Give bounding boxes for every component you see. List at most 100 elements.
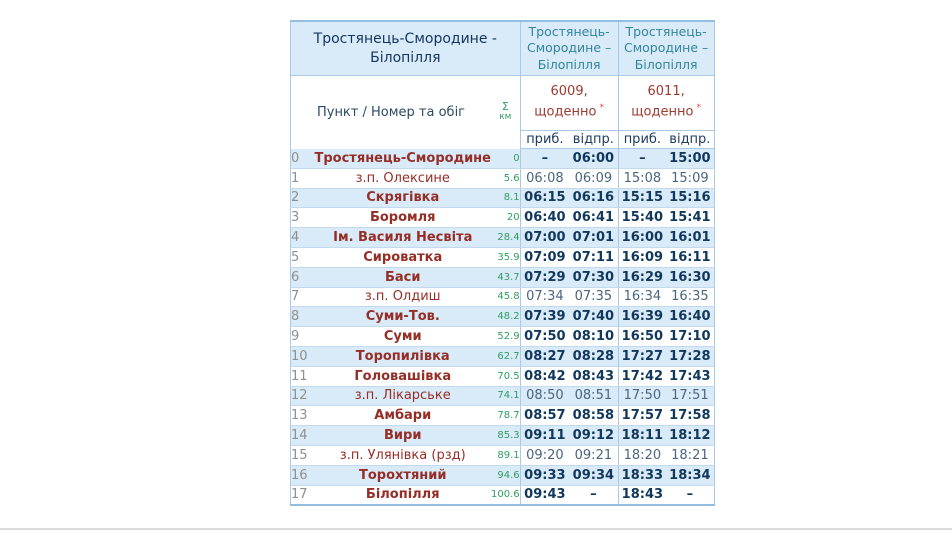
station-name: з.п. Олдиш <box>314 287 491 308</box>
train1-frequency: щоденно * <box>521 102 618 122</box>
km-value: 62.7 <box>490 346 521 367</box>
train1-header: 6009, щоденно * <box>519 75 619 131</box>
footnote-asterisk-icon: * <box>696 103 701 114</box>
train1-departure-time: 09:34 <box>569 465 619 486</box>
train1-departure-time: 08:28 <box>569 346 619 367</box>
train2-arrival-time: – <box>617 148 667 169</box>
train2-departure-time: 16:35 <box>666 287 715 308</box>
train1-departure-time: 09:12 <box>569 425 619 446</box>
station-row: 4 Ім. Василя Несвіта 28.4 07:00 07:01 16:00 16… <box>290 227 715 248</box>
train2-departure-time: 18:34 <box>666 465 715 486</box>
train1-arrival-time: 08:50 <box>519 386 570 407</box>
corner-label: Пункт / Номер та обіг <box>290 75 491 149</box>
station-row: 12 з.п. Лікарське 74.1 08:50 08:51 17:50 17:51 <box>290 386 715 407</box>
train2-arrival-time: 18:33 <box>617 465 667 486</box>
row-number: 3 <box>290 207 315 229</box>
station-row: 6 Баси 43.7 07:29 07:30 16:29 16:30 <box>290 267 715 288</box>
km-label: км <box>499 112 512 123</box>
station-row: 8 Суми-Тов. 48.2 07:39 07:40 16:39 16:40 <box>290 306 715 328</box>
row-number: 6 <box>290 267 315 288</box>
row-number: 15 <box>290 445 315 466</box>
station-name: Сироватка <box>314 247 491 268</box>
train1-frequency-text: щоденно <box>534 104 597 120</box>
train2-departure-time: 18:12 <box>666 425 715 446</box>
km-value: 74.1 <box>490 386 521 407</box>
train1-departure-time: 08:51 <box>569 386 619 407</box>
train2-arrival-time: 16:50 <box>617 326 667 347</box>
km-value: 94.6 <box>490 465 521 486</box>
train2-departure-time: 16:11 <box>666 247 715 268</box>
train1-departure-time: 07:40 <box>569 306 619 328</box>
train-number-row: Пункт / Номер та обіг Σ км 6009, щоденно… <box>290 75 715 149</box>
train1-arrival-time: 07:09 <box>519 247 570 268</box>
direction-header-row: Тростянець-Смородине - Білопілля Тростян… <box>290 21 715 76</box>
station-name: Торопилівка <box>314 346 491 367</box>
train2-arrival-time: 16:39 <box>617 306 667 328</box>
km-value: 85.3 <box>490 425 521 446</box>
train2-arrival-time: 17:50 <box>617 386 667 407</box>
station-name: Баси <box>314 267 491 288</box>
train1-arrival-time: 07:39 <box>519 306 570 328</box>
train1-arrival-time: 08:42 <box>519 366 570 387</box>
train1-arrival-time: 08:57 <box>519 405 570 427</box>
train1-arrival-time: 09:20 <box>519 445 570 466</box>
train1-arrival-time: 09:11 <box>519 425 570 446</box>
sum-symbol: Σ <box>501 100 509 114</box>
train2-direction-header: Тростянець-Смородине – Білопілля <box>617 21 715 76</box>
row-number: 12 <box>290 386 315 407</box>
train2-arrival-time: 18:11 <box>617 425 667 446</box>
train1-arrival-time: – <box>519 148 570 169</box>
train2-departure-time: 17:58 <box>666 405 715 427</box>
station-row: 5 Сироватка 35.9 07:09 07:11 16:09 16:11 <box>290 247 715 268</box>
station-name: Білопілля <box>365 487 440 503</box>
row-number: 16 <box>290 465 315 486</box>
train2-frequency: щоденно * <box>619 102 714 122</box>
station-row: 16 Торохтяний 94.6 09:33 09:34 18:33 18:34 <box>290 465 715 486</box>
km-column-header: Σ км <box>490 75 521 149</box>
km-value: 48.2 <box>490 306 521 328</box>
train1-arrival-time: 07:00 <box>519 227 570 248</box>
train1-arrival-time: 07:29 <box>519 267 570 288</box>
station-row: 2 Скрягівка 8.1 06:15 06:16 15:15 15:16 <box>290 188 715 209</box>
train1-arrival-time: 08:27 <box>519 346 570 367</box>
km-value: 89.1 <box>490 445 521 466</box>
station-row: 1 з.п. Олексине 5.6 06:08 06:09 15:08 15:09 <box>290 168 715 189</box>
train2-arrival-time: 16:09 <box>617 247 667 268</box>
row-number: 8 <box>290 306 315 328</box>
train1-departure-time: 07:01 <box>569 227 619 248</box>
train2-departure-time: 18:21 <box>666 445 715 466</box>
train1-departure-time: 06:16 <box>569 188 619 209</box>
train2-departure-time: 15:00 <box>666 148 715 169</box>
train1-departure-time: 06:41 <box>569 207 619 229</box>
train1-departure-time: 06:00 <box>569 148 619 169</box>
km-value: 28.4 <box>490 227 521 248</box>
train1-departure-time: 06:09 <box>569 168 619 189</box>
km-value: 0 <box>490 148 521 169</box>
train1-number: 6009, <box>550 84 588 100</box>
km-value: 20 <box>490 207 521 229</box>
station-name: Амбари <box>314 405 491 427</box>
train2-departure-time: 17:28 <box>666 346 715 367</box>
station-row: 0 Тростянець-Смородине 0–06:00–15:00 <box>290 148 715 169</box>
station-name: Головашівка <box>314 366 491 387</box>
km-value: 35.9 <box>490 247 521 268</box>
row-number: 9 <box>290 326 315 347</box>
train2-departure-time: 17:51 <box>666 386 715 407</box>
train2-arrival-label: приб. <box>617 130 667 149</box>
row-number: 1 <box>290 168 315 189</box>
km-value: 45.8 <box>490 287 521 308</box>
row-number: 11 <box>290 366 315 387</box>
train1-arrival-time: 06:08 <box>519 168 570 189</box>
km-value: 100.6 <box>490 489 520 501</box>
train2-departure-time: 15:16 <box>666 188 715 209</box>
train2-arrival-time: 17:27 <box>617 346 667 367</box>
row-number: 10 <box>290 346 315 367</box>
train2-departure-time: 15:41 <box>666 207 715 229</box>
route-title: Тростянець-Смородине - Білопілля <box>290 21 521 76</box>
train2-frequency-text: щоденно <box>631 104 694 120</box>
station-row: 7 з.п. Олдиш 45.8 07:34 07:35 16:34 16:35 <box>290 287 715 308</box>
station-name: Скрягівка <box>314 188 491 209</box>
train2-arrival-time: 16:29 <box>617 267 667 288</box>
train1-arrival-time: 07:50 <box>519 326 570 347</box>
